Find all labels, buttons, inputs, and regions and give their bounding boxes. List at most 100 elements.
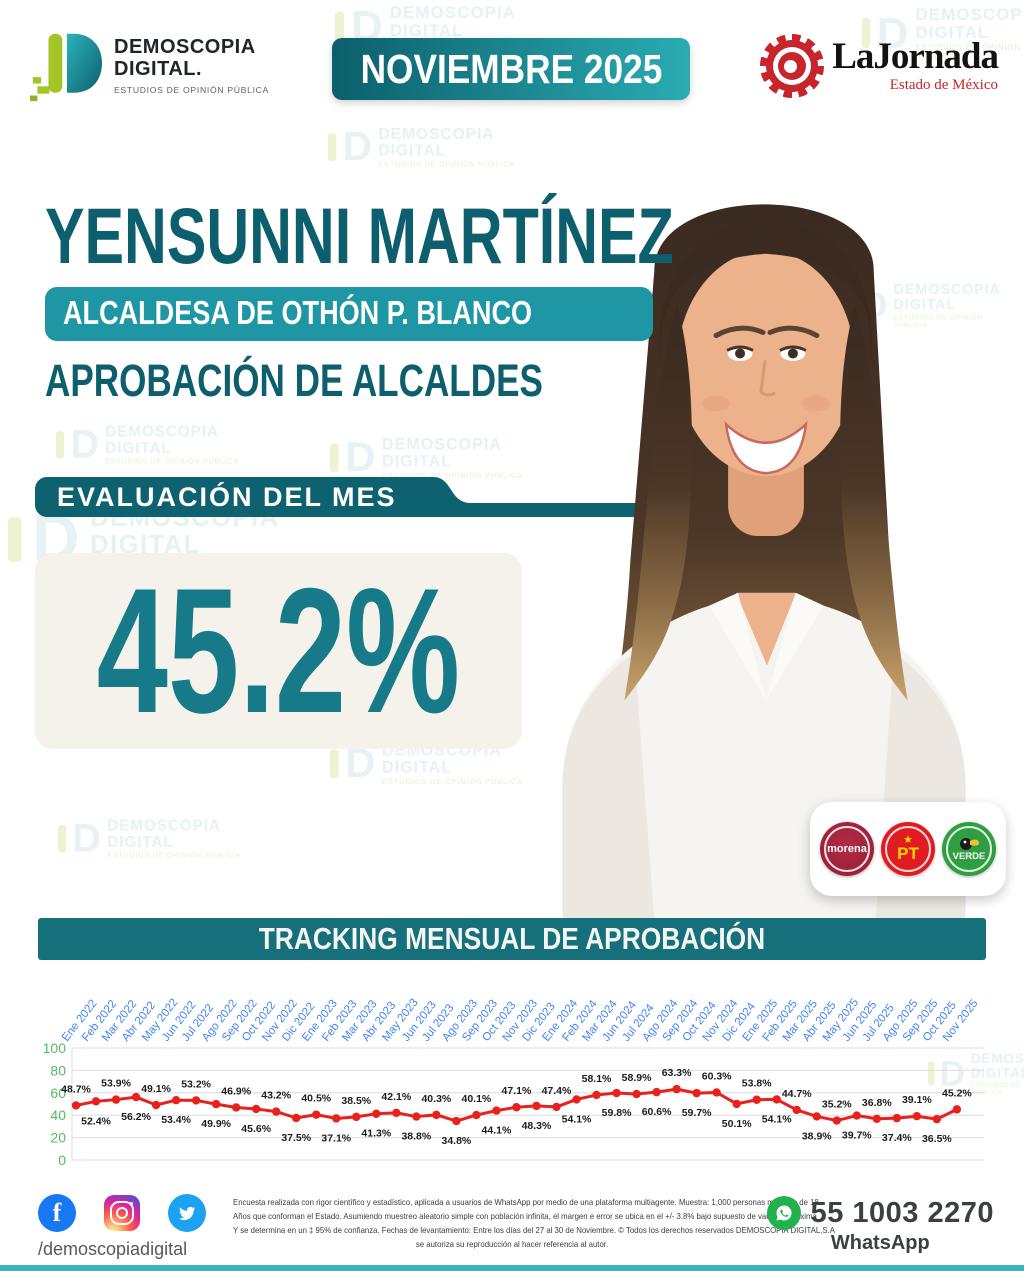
pt-party-logo: ★ PT [881, 822, 935, 876]
lajornada-region: Estado de México [889, 77, 998, 93]
svg-text:54.1%: 54.1% [762, 1113, 792, 1125]
whatsapp-contact[interactable]: 55 1003 2270 WhatsApp [766, 1196, 994, 1255]
svg-text:53.9%: 53.9% [101, 1078, 131, 1090]
portrait-illustration [562, 204, 966, 921]
svg-text:49.1%: 49.1% [141, 1083, 171, 1095]
chart-title-bar: TRACKING MENSUAL DE APROBACIÓN [38, 918, 986, 960]
evaluation-label: EVALUACIÓN DEL MES [57, 481, 397, 512]
lajornada-logo: LaJornada Estado de México [760, 34, 999, 98]
svg-text:45.6%: 45.6% [241, 1123, 271, 1135]
social-block: f /demoscopiadigital [38, 1194, 206, 1260]
svg-text:47.1%: 47.1% [502, 1085, 532, 1097]
svg-text:0: 0 [58, 1152, 66, 1168]
evaluation-ribbon: EVALUACIÓN DEL MES [35, 477, 675, 517]
svg-text:59.8%: 59.8% [602, 1107, 632, 1119]
svg-text:45.2%: 45.2% [942, 1087, 972, 1099]
evaluation-card: 45.2% [35, 553, 522, 749]
disclaimer-line: Y se determina en un ‡ 95% de confianza.… [233, 1224, 835, 1235]
svg-text:63.3%: 63.3% [662, 1067, 692, 1079]
svg-text:44.1%: 44.1% [482, 1125, 512, 1137]
svg-text:60.6%: 60.6% [642, 1106, 672, 1118]
svg-text:44.7%: 44.7% [782, 1088, 812, 1100]
methodology-disclaimer: Encuesta realizada con rigor científico … [212, 1196, 835, 1251]
demoscopia-d-icon [30, 33, 102, 102]
svg-text:48.7%: 48.7% [61, 1083, 91, 1095]
svg-text:43.2%: 43.2% [261, 1090, 291, 1102]
person-name: YENSUNNI MARTÍNEZ [45, 191, 674, 280]
svg-text:37.4%: 37.4% [882, 1132, 912, 1144]
chart-title: TRACKING MENSUAL DE APROBACIÓN [258, 921, 766, 956]
svg-text:38.8%: 38.8% [401, 1131, 431, 1143]
svg-text:100: 100 [43, 1040, 67, 1056]
svg-text:35.2%: 35.2% [822, 1099, 852, 1111]
svg-text:40: 40 [50, 1107, 66, 1123]
svg-text:49.9%: 49.9% [201, 1118, 231, 1130]
svg-text:36.8%: 36.8% [862, 1097, 892, 1109]
svg-text:47.4%: 47.4% [542, 1085, 572, 1097]
facebook-icon[interactable]: f [38, 1194, 76, 1232]
svg-text:37.5%: 37.5% [281, 1132, 311, 1144]
svg-text:58.1%: 58.1% [582, 1073, 612, 1085]
twitter-icon[interactable] [168, 1194, 206, 1232]
svg-text:54.1%: 54.1% [562, 1113, 592, 1125]
footer: f /demoscopiadigital Encuesta realizada … [0, 1186, 1024, 1266]
morena-party-logo: morena [820, 822, 874, 876]
svg-text:38.9%: 38.9% [802, 1130, 832, 1142]
month-banner-label: NOVIEMBRE 2025 [360, 45, 662, 92]
lajornada-sun-icon [760, 34, 825, 98]
disclaimer-line: Encuesta realizada con rigor científico … [233, 1197, 819, 1207]
svg-text:60: 60 [50, 1085, 66, 1101]
whatsapp-icon [766, 1196, 801, 1230]
month-banner: NOVIEMBRE 2025 [332, 38, 690, 100]
svg-text:53.4%: 53.4% [161, 1114, 191, 1126]
verde-party-logo: VERDE [942, 822, 996, 876]
brand-name-line2: DIGITAL. [114, 58, 203, 80]
mayor-portrait-photo [504, 142, 1024, 921]
section-title: APROBACIÓN DE ALCALDES [45, 355, 543, 406]
whatsapp-number[interactable]: 55 1003 2270 [810, 1196, 994, 1229]
svg-text:42.1%: 42.1% [381, 1091, 411, 1103]
svg-text:50.1%: 50.1% [722, 1118, 752, 1130]
disclaimer-line: se autoriza su reproducción al hacer ref… [415, 1238, 609, 1249]
lajornada-name: LaJornada [832, 36, 999, 77]
svg-text:41.3%: 41.3% [361, 1128, 391, 1140]
disclaimer-line: Años que conforman el Estado. Asumiendo … [233, 1210, 817, 1221]
svg-text:38.5%: 38.5% [341, 1095, 371, 1107]
ribbon-shape [35, 477, 675, 517]
role-badge-label: ALCALDESA DE OTHÓN P. BLANCO [63, 294, 533, 331]
svg-text:40.1%: 40.1% [462, 1093, 492, 1105]
svg-text:34.8%: 34.8% [441, 1135, 471, 1147]
svg-text:53.2%: 53.2% [181, 1078, 211, 1090]
instagram-icon[interactable] [104, 1195, 140, 1231]
svg-text:37.1%: 37.1% [321, 1132, 351, 1144]
svg-text:80: 80 [50, 1062, 66, 1078]
party-logos-pill: morena ★ PT VERDE [810, 802, 1006, 896]
whatsapp-label: WhatsApp [830, 1232, 930, 1254]
social-handle[interactable]: /demoscopiadigital [38, 1239, 188, 1259]
svg-text:40.5%: 40.5% [301, 1093, 331, 1105]
headline-block: YENSUNNI MARTÍNEZ ALCALDESA DE OTHÓN P. … [45, 196, 883, 407]
brand-tagline: ESTUDIOS DE OPINIÓN PÚBLICA [114, 84, 269, 95]
svg-text:39.7%: 39.7% [842, 1130, 872, 1142]
svg-text:56.2%: 56.2% [121, 1111, 151, 1123]
brand-name-line1: DEMOSCOPIA [114, 36, 256, 59]
evaluation-value: 45.2% [96, 551, 461, 750]
svg-text:60.3%: 60.3% [702, 1070, 732, 1082]
svg-text:58.9%: 58.9% [622, 1072, 652, 1084]
svg-text:53.8%: 53.8% [742, 1078, 772, 1090]
bottom-accent-strip [0, 1265, 1024, 1271]
svg-text:36.5%: 36.5% [922, 1133, 952, 1145]
svg-text:39.1%: 39.1% [902, 1094, 932, 1106]
svg-text:46.9%: 46.9% [221, 1085, 251, 1097]
svg-text:59.7%: 59.7% [682, 1107, 712, 1119]
svg-text:40.3%: 40.3% [421, 1093, 451, 1105]
svg-text:20: 20 [50, 1130, 66, 1146]
demoscopia-logo: DEMOSCOPIA DIGITAL. ESTUDIOS DE OPINIÓN … [30, 28, 269, 104]
svg-text:48.3%: 48.3% [522, 1120, 552, 1132]
svg-text:52.4%: 52.4% [81, 1115, 111, 1127]
